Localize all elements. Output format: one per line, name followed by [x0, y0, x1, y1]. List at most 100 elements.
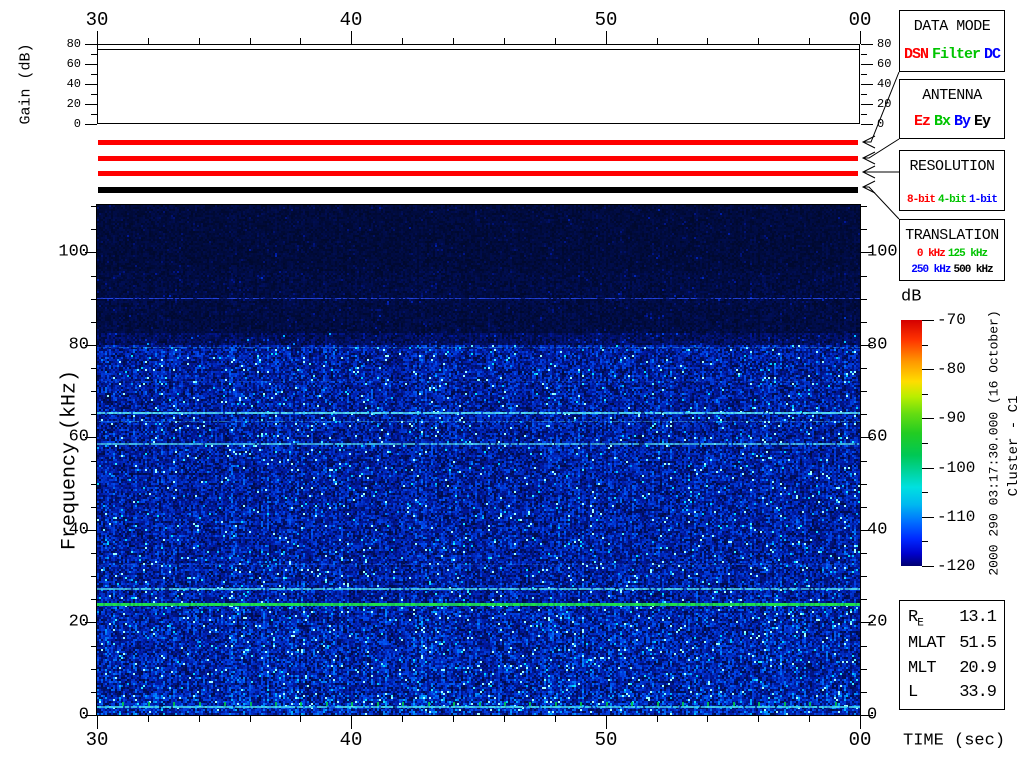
gain-tick-right — [861, 114, 867, 115]
option-ey: Ey — [974, 113, 991, 130]
gain-tick-left — [85, 124, 97, 125]
time-tick-label-bottom: 50 — [594, 729, 618, 751]
colorbar-tick — [922, 418, 934, 419]
colorbar-tick — [922, 517, 934, 518]
freq-tick-left — [85, 530, 97, 531]
option-row: DSN Filter DC — [904, 46, 1001, 63]
ephemeris-value: 33.9 — [959, 683, 997, 703]
datetime-label: 2000 290 03:17:30.000 (16 October) — [986, 310, 1002, 576]
time-tick-top — [300, 38, 301, 44]
gain-tick-label-right: 0 — [877, 117, 885, 131]
colorbar-tick — [922, 566, 934, 567]
freq-tick-right — [861, 530, 873, 531]
time-tick-bottom — [402, 716, 403, 722]
panel-options: 0 kHz 125 kHz 250 kHz 500 kHz — [911, 248, 993, 280]
freq-tick-label-left: 0 — [78, 705, 89, 725]
freq-tick-label-right: 100 — [867, 242, 898, 262]
time-tick-bottom — [453, 716, 454, 722]
freq-tick-left — [91, 391, 97, 392]
gain-tick-label-left: 80 — [66, 37, 81, 51]
gain-tick-left — [91, 94, 97, 95]
time-tick-top — [97, 31, 98, 44]
freq-tick-left — [91, 553, 97, 554]
freq-tick-left — [85, 437, 97, 438]
time-tick-top — [351, 31, 352, 44]
freq-tick-right — [861, 345, 873, 346]
time-tick-bottom — [351, 716, 352, 729]
freq-tick-left — [91, 507, 97, 508]
freq-tick-left — [91, 461, 97, 462]
time-tick-label-bottom: 30 — [85, 729, 109, 751]
gain-tick-label-right: 40 — [877, 77, 892, 91]
gain-tick-left — [91, 54, 97, 55]
ephemeris-box: RE 13.1 MLAT 51.5 MLT 20.9 L 33.9 — [899, 600, 1005, 710]
time-tick-label-top: 30 — [85, 9, 109, 31]
time-tick-label-bottom: 00 — [848, 729, 872, 751]
gain-tick-label-right: 60 — [877, 57, 892, 71]
freq-tick-label-right: 0 — [867, 705, 878, 725]
ephemeris-value: 51.5 — [959, 634, 997, 654]
gain-tick-label-left: 0 — [73, 117, 81, 131]
time-tick-bottom — [555, 716, 556, 722]
freq-tick-right — [861, 368, 867, 369]
gain-tick-right — [861, 84, 873, 85]
panel-title: TRANSLATION — [905, 227, 999, 244]
freq-tick-left — [91, 692, 97, 693]
gain-tick-label-right: 20 — [877, 97, 892, 111]
time-axis-title: TIME (sec) — [903, 731, 1006, 751]
freq-tick-left — [91, 206, 97, 207]
antenna-bar — [98, 156, 858, 161]
ephemeris-value: 13.1 — [959, 607, 997, 627]
colorbar-tick — [922, 369, 934, 370]
time-tick-label-top: 50 — [594, 9, 618, 31]
gain-tick-left — [91, 74, 97, 75]
freq-tick-left — [91, 299, 97, 300]
gain-tick-right — [861, 64, 873, 65]
option-row: 250 kHz 500 kHz — [911, 264, 993, 276]
gain-tick-left — [91, 114, 97, 115]
freq-tick-label-left: 40 — [68, 520, 89, 540]
freq-tick-right — [861, 599, 867, 600]
time-tick-bottom — [250, 716, 251, 722]
panel-options: DSN Filter DC — [904, 46, 1001, 71]
time-tick-bottom — [148, 716, 149, 722]
freq-tick-left — [91, 229, 97, 230]
ephemeris-row: MLT 20.9 — [908, 659, 997, 678]
freq-tick-label-right: 80 — [867, 335, 888, 355]
freq-tick-right — [861, 646, 867, 647]
panel-title: ANTENNA — [922, 87, 982, 104]
option-ez: Ez — [913, 113, 931, 130]
time-tick-top — [758, 38, 759, 44]
freq-tick-right — [861, 669, 867, 670]
freq-tick-right — [861, 484, 867, 485]
gain-plot — [97, 44, 860, 124]
gain-tick-left — [85, 104, 97, 105]
time-tick-top — [402, 38, 403, 44]
freq-tick-right — [861, 507, 867, 508]
panel-data-mode: DATA MODE DSN Filter DC — [899, 10, 1005, 72]
colorbar-tick — [922, 468, 934, 469]
gain-tick-right — [861, 74, 867, 75]
colorbar-tick-label: -100 — [937, 459, 976, 477]
colorbar-tick — [922, 394, 928, 395]
option-1-bit: 1-bit — [969, 194, 998, 206]
panel-options: 8-bit 4-bit 1-bit — [906, 194, 998, 210]
option-8-bit: 8-bit — [906, 194, 936, 206]
time-tick-top — [504, 38, 505, 44]
spacecraft-label: Cluster - C1 — [1006, 395, 1022, 497]
colorbar-tick-label: -120 — [937, 557, 976, 575]
freq-tick-label-left: 20 — [68, 612, 89, 632]
time-tick-top — [199, 38, 200, 44]
colorbar-title: dB — [901, 287, 922, 307]
colorbar-tick-label: -90 — [937, 409, 966, 427]
freq-tick-left — [91, 646, 97, 647]
option-dc: DC — [984, 46, 1001, 63]
gain-trace — [97, 49, 860, 50]
translation-bar — [98, 187, 858, 193]
freq-tick-label-right: 40 — [867, 520, 888, 540]
resolution-bar — [98, 171, 858, 176]
freq-tick-label-left: 60 — [68, 427, 89, 447]
gain-tick-label-left: 40 — [66, 77, 81, 91]
freq-tick-left — [91, 322, 97, 323]
gain-tick-right — [861, 94, 867, 95]
